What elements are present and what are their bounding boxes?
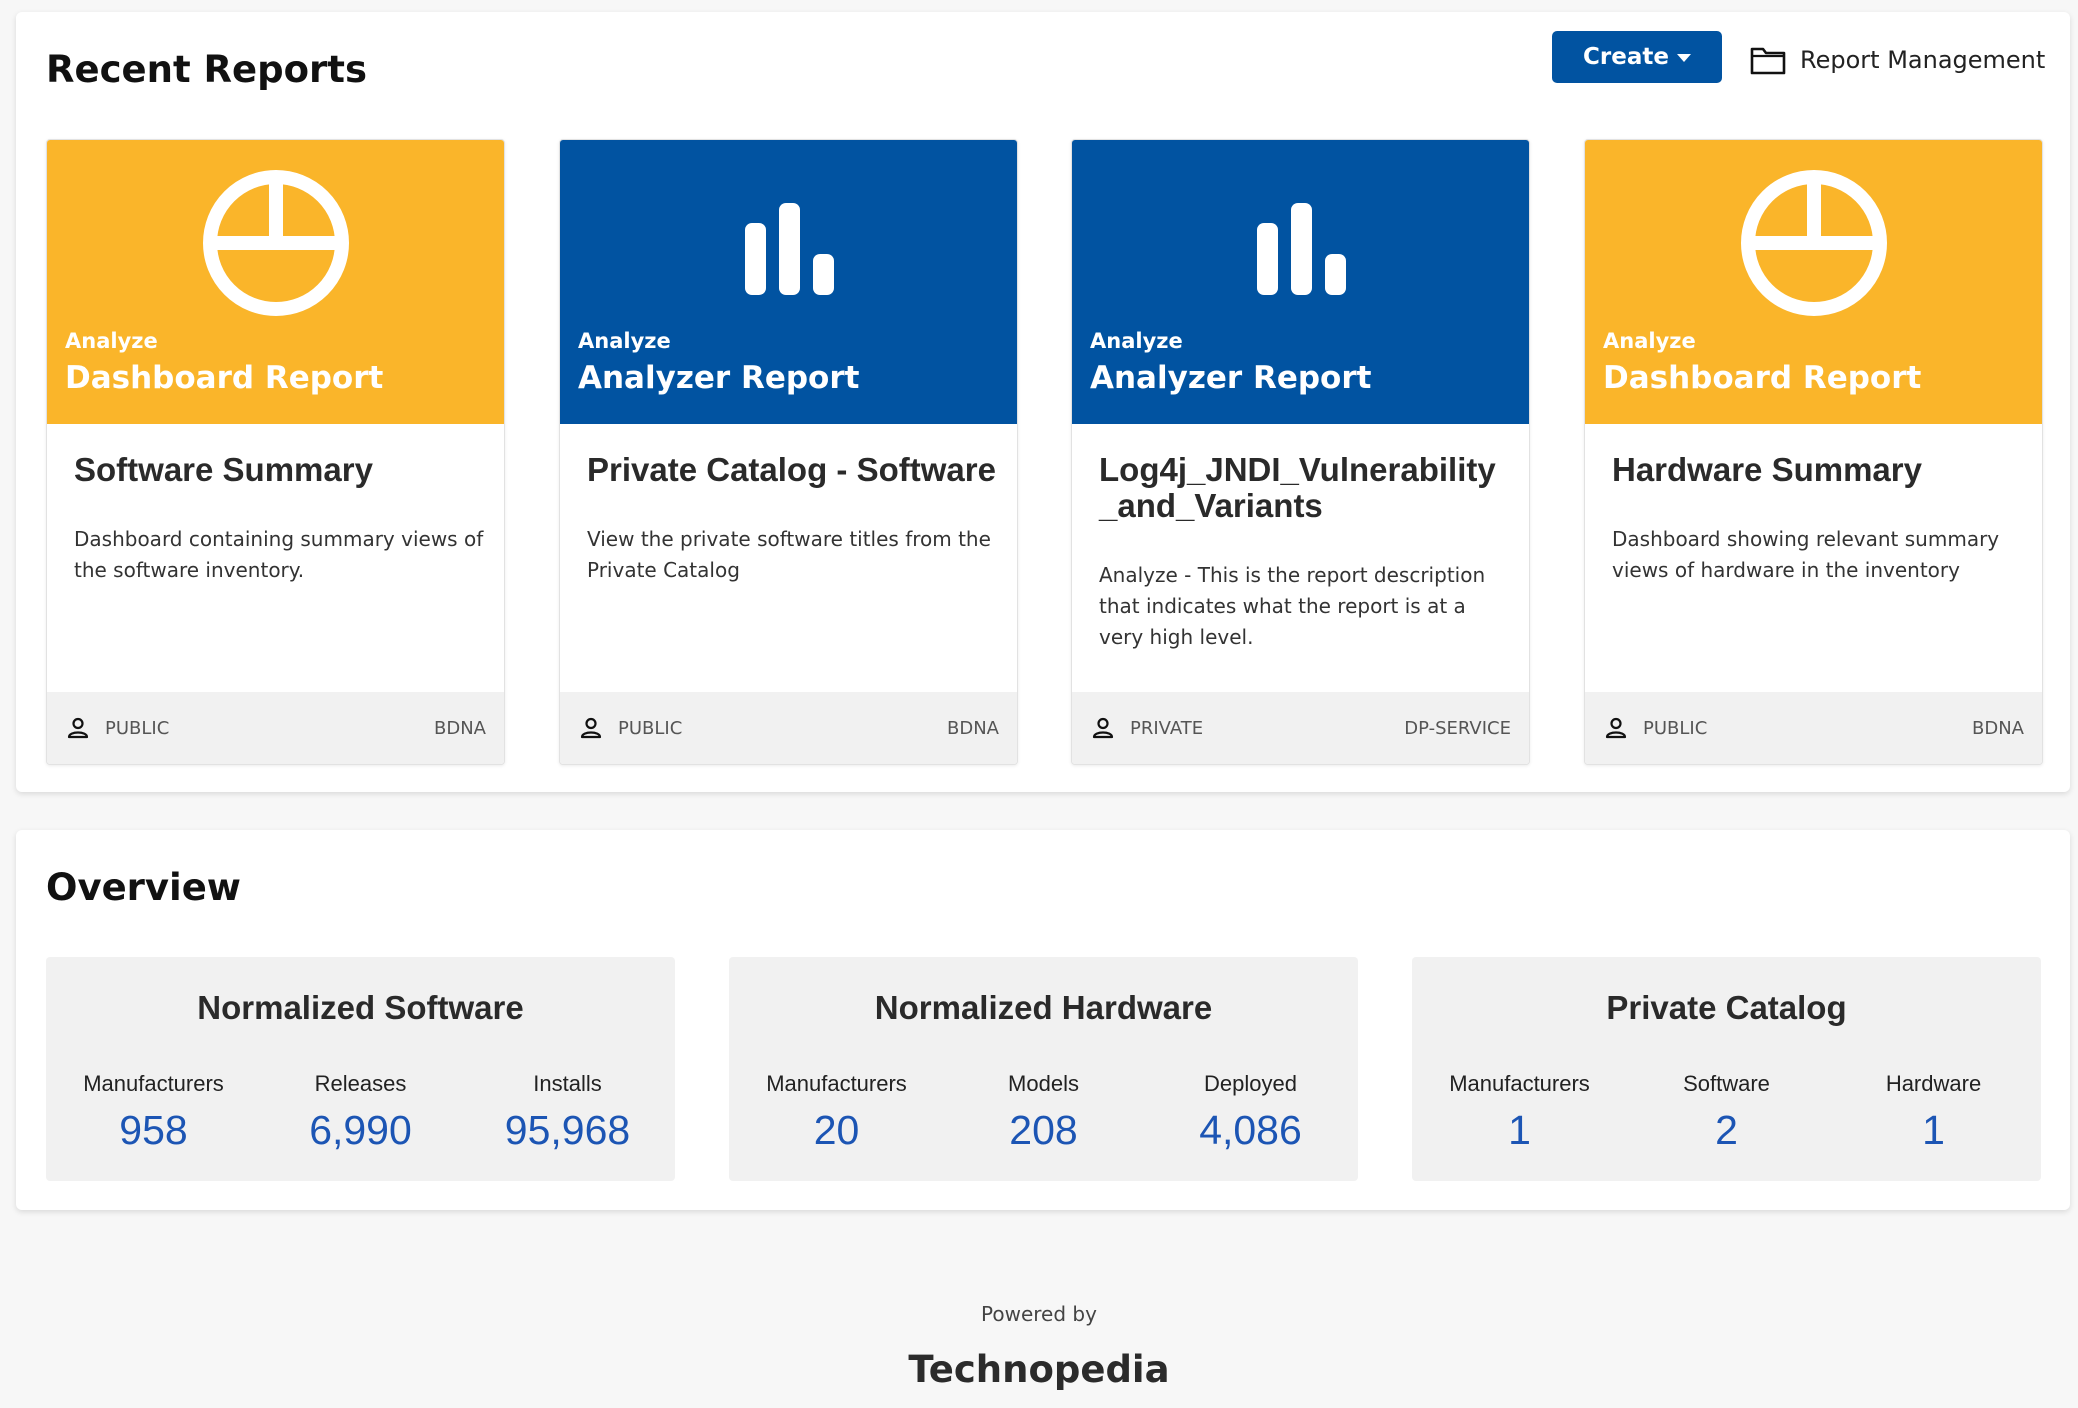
bar-chart-icon [1257,203,1346,295]
card-kicker: Analyze [1090,329,1183,353]
card-title: Hardware Summary [1612,451,1922,488]
metric-models[interactable]: Models 208 [936,1071,1151,1154]
powered-by-label: Powered by [981,1302,1097,1326]
stat-box-private-catalog: Private Catalog Manufacturers 1 Software… [1412,957,2041,1181]
card-footer: PUBLIC BDNA [47,692,504,764]
overview-panel: Overview Normalized Software Manufacture… [16,830,2070,1210]
card-kicker: Analyze [1603,329,1696,353]
create-button-label: Create [1583,44,1669,70]
visibility-label: PRIVATE [1130,717,1204,739]
report-management-label: Report Management [1800,46,2046,74]
overview-title: Overview [46,866,241,909]
metric-label: Installs [533,1071,602,1096]
owner-label: BDNA [1972,717,2024,739]
caret-down-icon [1676,54,1691,62]
metric-value: 95,968 [504,1107,631,1153]
metric-value: 958 [119,1107,188,1153]
card-description: View the private software titles from th… [587,527,991,582]
folder-icon [1750,47,1786,75]
metric-label: Deployed [1204,1071,1297,1096]
metric-software[interactable]: Software 2 [1619,1071,1834,1154]
card-banner: Analyze Analyzer Report [1072,140,1529,424]
user-icon [67,717,89,739]
visibility-label: PUBLIC [105,717,170,739]
card-banner: Analyze Dashboard Report [1585,140,2042,424]
visibility-label: PUBLIC [618,717,683,739]
metric-value: 4,086 [1199,1107,1302,1153]
dashboard-icon [1741,170,1887,316]
card-report-type: Analyzer Report [1090,360,1372,396]
card-description: Dashboard containing summary views of th… [74,527,484,582]
owner-label: DP-SERVICE [1404,717,1511,739]
user-icon [580,717,602,739]
report-card-software-summary[interactable]: Analyze Dashboard Report Software Summar… [46,139,505,765]
card-kicker: Analyze [578,329,671,353]
report-cards: Analyze Dashboard Report Software Summar… [46,139,2056,765]
metric-label: Hardware [1885,1071,1982,1096]
card-kicker: Analyze [65,329,158,353]
overview-stats: Normalized Software Manufacturers 958 Re… [46,957,2056,1181]
bar-chart-icon [745,203,834,295]
metric-value: 6,990 [309,1107,412,1153]
card-description: Analyze - This is the report description… [1099,563,1486,649]
card-banner: Analyze Dashboard Report [47,140,504,424]
stat-box-title: Normalized Software [197,989,524,1026]
card-footer: PUBLIC BDNA [560,692,1017,764]
card-report-type: Dashboard Report [1603,360,1922,396]
metric-label: Releases [314,1071,407,1096]
metric-value: 208 [1009,1107,1078,1153]
recent-reports-title: Recent Reports [46,48,367,91]
metric-hardware[interactable]: Hardware 1 [1826,1071,2041,1154]
metric-label: Manufacturers [1449,1071,1590,1096]
owner-label: BDNA [434,717,486,739]
card-title: Software Summary [74,451,373,488]
report-card-log4j-vulnerability[interactable]: Analyze Analyzer Report Log4j_JNDI_Vulne… [1071,139,1530,765]
owner-label: BDNA [947,717,999,739]
metric-manufacturers[interactable]: Manufacturers 1 [1412,1071,1627,1154]
technopedia-logo: Technopedia [908,1348,1170,1391]
card-banner: Analyze Analyzer Report [560,140,1017,424]
stat-box-normalized-hardware: Normalized Hardware Manufacturers 20 Mod… [729,957,1358,1181]
stat-box-title: Private Catalog [1606,989,1847,1026]
metric-deployed[interactable]: Deployed 4,086 [1143,1071,1358,1154]
metric-manufacturers[interactable]: Manufacturers 20 [729,1071,944,1154]
metric-value: 2 [1715,1107,1738,1153]
report-card-private-catalog-software[interactable]: Analyze Analyzer Report Private Catalog … [559,139,1018,765]
card-report-type: Analyzer Report [578,360,860,396]
create-button[interactable]: Create [1552,31,1722,83]
card-description: Dashboard showing relevant summary views… [1612,527,2000,582]
metric-label: Manufacturers [766,1071,907,1096]
card-title: Private Catalog - Software [587,451,996,488]
user-icon [1092,717,1114,739]
metric-installs[interactable]: Installs 95,968 [460,1071,675,1154]
metric-label: Models [1008,1071,1079,1096]
user-icon [1605,717,1627,739]
metric-manufacturers[interactable]: Manufacturers 958 [46,1071,261,1154]
metric-value: 20 [813,1107,860,1153]
metric-releases[interactable]: Releases 6,990 [253,1071,468,1154]
report-management-link[interactable]: Report Management [1750,42,2045,78]
metric-label: Software [1683,1071,1770,1096]
card-footer: PUBLIC BDNA [1585,692,2042,764]
visibility-label: PUBLIC [1643,717,1708,739]
stat-box-title: Normalized Hardware [874,989,1213,1026]
card-footer: PRIVATE DP-SERVICE [1072,692,1529,764]
dashboard-icon [203,170,349,316]
metric-label: Manufacturers [83,1071,224,1096]
card-report-type: Dashboard Report [65,360,384,396]
metric-value: 1 [1922,1107,1945,1153]
report-card-hardware-summary[interactable]: Analyze Dashboard Report Hardware Summar… [1584,139,2043,765]
card-title: Log4j_JNDI_Vulnerability_and_Variants [1099,451,1496,524]
metric-value: 1 [1508,1107,1531,1153]
stat-box-normalized-software: Normalized Software Manufacturers 958 Re… [46,957,675,1181]
recent-reports-panel: Recent Reports Create Report Management … [16,12,2070,792]
